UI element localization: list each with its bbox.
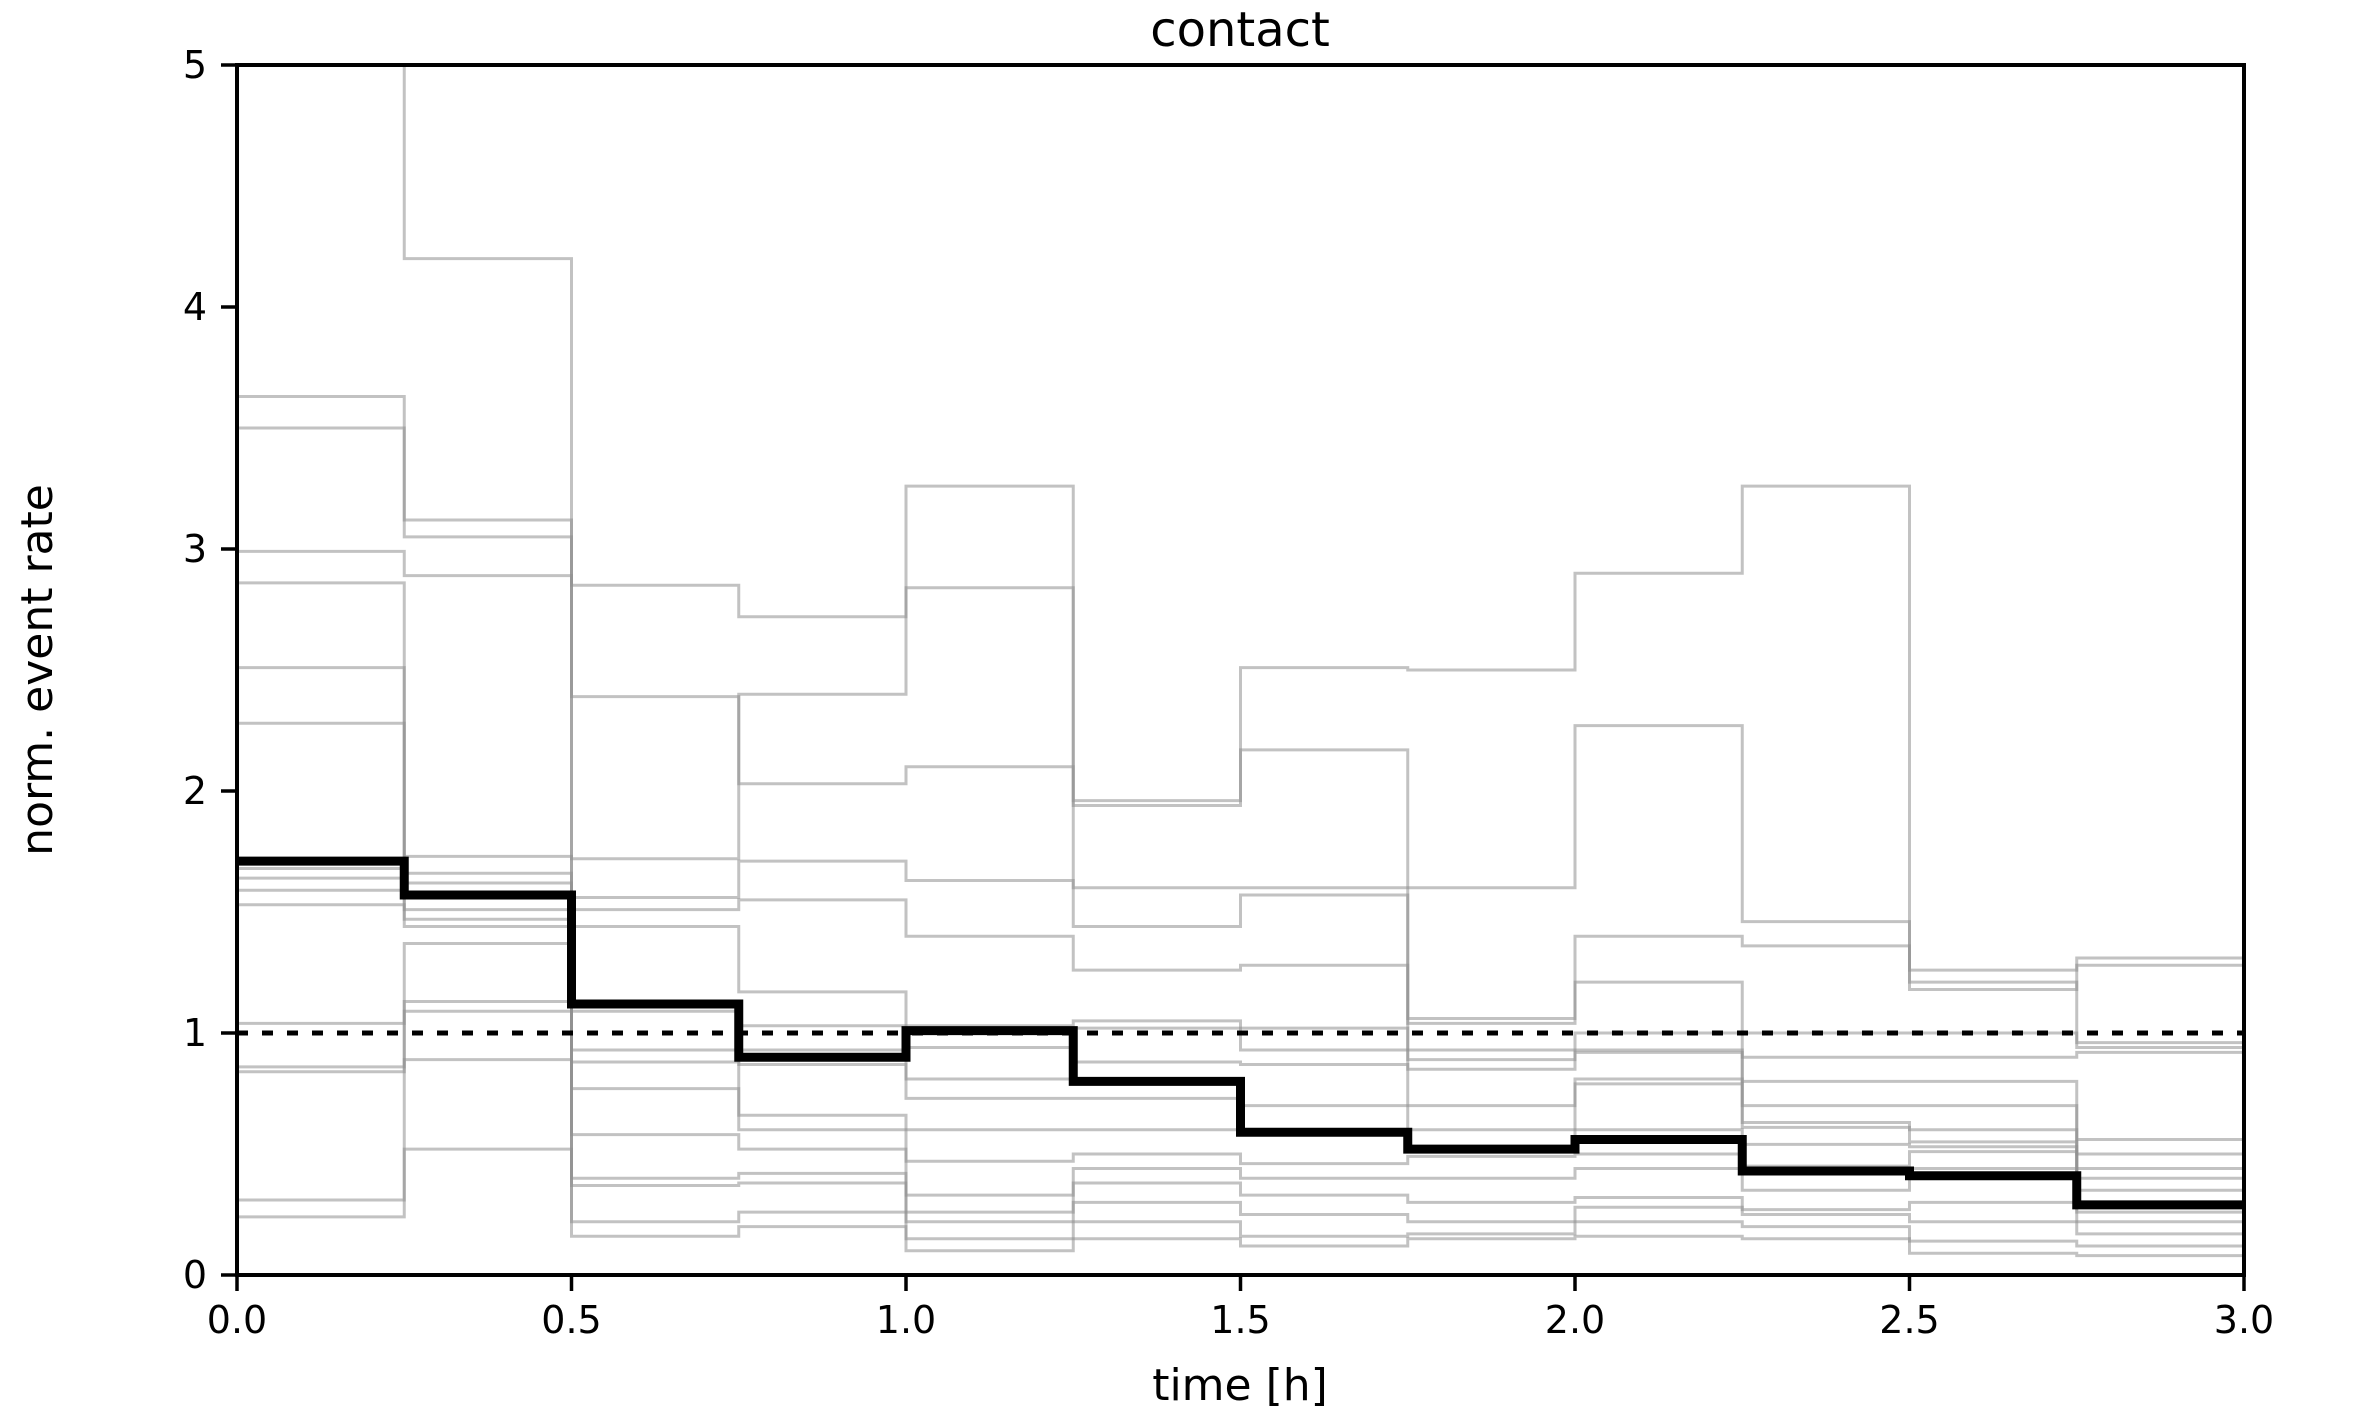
y-tick-label: 2	[183, 769, 207, 813]
trace-16	[237, 1147, 2244, 1258]
x-tick-label: 1.0	[876, 1298, 936, 1342]
y-tick-label: 3	[183, 527, 207, 571]
y-tick-label: 0	[183, 1253, 207, 1297]
x-tick-label: 2.5	[1879, 1298, 1939, 1342]
y-axis-label: norm. event rate	[12, 484, 63, 856]
x-tick-label: 0.5	[541, 1298, 601, 1342]
y-tick-label: 5	[183, 43, 207, 87]
x-tick-label: 0.0	[207, 1298, 267, 1342]
mean-normalized-event-rate	[237, 856, 2244, 1210]
x-tick-label: 3.0	[2214, 1298, 2274, 1342]
x-tick-label: 2.0	[1545, 1298, 1605, 1342]
trace-05	[237, 581, 2244, 1059]
y-tick-label: 1	[183, 1011, 207, 1055]
x-axis-label: time [h]	[1152, 1360, 1328, 1411]
x-tick-label: 1.5	[1210, 1298, 1270, 1342]
trace-11	[237, 903, 2244, 1204]
chart-title: contact	[1150, 2, 1330, 58]
y-tick-label: 4	[183, 285, 207, 329]
